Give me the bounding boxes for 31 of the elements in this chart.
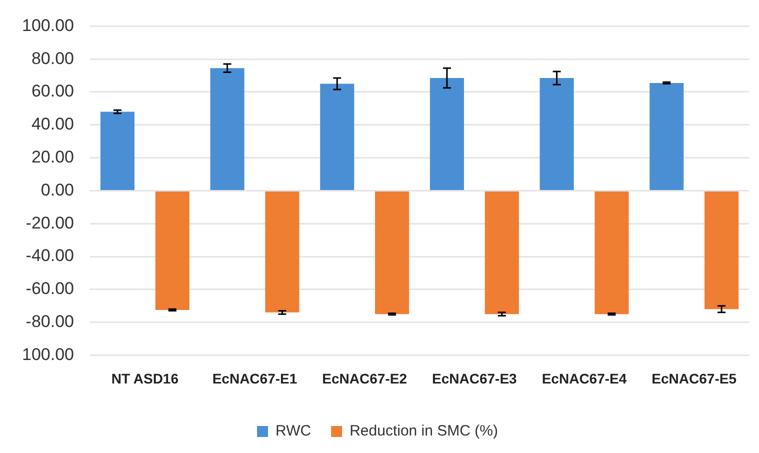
legend-label: RWC xyxy=(276,422,312,440)
y-tick-label: 40.00 xyxy=(31,114,74,134)
y-tick-label: -40.00 xyxy=(26,246,74,266)
y-tick-label: 20.00 xyxy=(31,147,74,166)
y-tick-label: 80.00 xyxy=(31,48,74,68)
x-tick-label: EcNAC67-E4 xyxy=(542,370,627,386)
bar xyxy=(704,191,739,310)
bar xyxy=(594,191,629,314)
bar xyxy=(155,191,190,310)
bar xyxy=(650,82,684,190)
y-tick-label: -20.00 xyxy=(26,213,74,232)
y-tick-label: 60.00 xyxy=(31,82,74,101)
y-tick-label: 0.00 xyxy=(40,180,74,200)
bar xyxy=(320,84,354,190)
x-tick-label: EcNAC67-E3 xyxy=(432,370,518,386)
bar xyxy=(375,191,410,314)
y-tick-label: 100.00 xyxy=(22,344,74,364)
bar xyxy=(210,68,244,190)
legend-label: Reduction in SMC (%) xyxy=(350,422,498,440)
x-tick-label: EcNAC67-E1 xyxy=(212,370,298,386)
x-tick-label: EcNAC67-E5 xyxy=(652,370,737,386)
bar xyxy=(430,78,464,190)
x-tick-label: EcNAC67-E2 xyxy=(322,370,408,386)
bar xyxy=(265,191,300,312)
bar xyxy=(484,191,519,314)
y-tick-label: -60.00 xyxy=(26,279,74,298)
x-tick-label: NT ASD16 xyxy=(111,370,179,386)
bar xyxy=(100,112,134,190)
y-tick-label: -80.00 xyxy=(26,312,74,331)
y-tick-label: 100.00 xyxy=(22,16,74,35)
bar xyxy=(540,78,574,190)
